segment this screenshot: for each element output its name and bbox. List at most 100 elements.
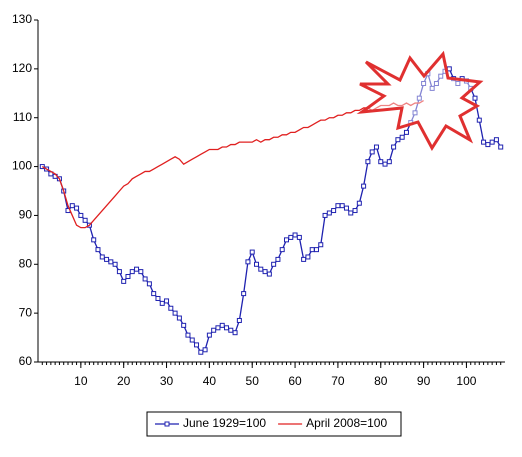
marker	[194, 342, 200, 348]
marker	[271, 261, 277, 267]
marker	[283, 237, 289, 243]
marker	[129, 269, 135, 275]
marker	[155, 295, 161, 301]
marker	[159, 300, 165, 306]
y-tick-label: 130	[12, 12, 32, 26]
marker	[378, 159, 384, 165]
marker	[421, 81, 427, 87]
marker	[189, 337, 195, 343]
x-tick-label: 20	[117, 374, 131, 388]
y-tick-label: 70	[19, 305, 33, 319]
marker	[369, 149, 375, 155]
marker	[202, 347, 208, 353]
x-tick-label: 30	[160, 374, 174, 388]
marker	[134, 266, 140, 272]
x-tick-label: 80	[374, 374, 388, 388]
marker	[116, 269, 122, 275]
marker	[181, 322, 187, 328]
marker	[288, 234, 294, 240]
marker	[241, 291, 247, 297]
y-tick-label: 110	[13, 110, 32, 124]
marker	[331, 208, 337, 214]
marker	[104, 256, 110, 262]
marker	[232, 330, 238, 336]
marker	[365, 159, 371, 165]
marker	[339, 203, 345, 209]
marker	[403, 129, 409, 135]
marker	[309, 247, 315, 253]
marker	[433, 81, 439, 87]
marker	[249, 249, 255, 255]
marker	[121, 278, 127, 284]
marker	[382, 161, 388, 167]
marker	[391, 144, 397, 150]
marker	[343, 205, 349, 211]
marker	[386, 159, 392, 165]
marker	[151, 291, 157, 297]
marker	[91, 237, 97, 243]
marker	[416, 95, 422, 101]
legend-label: April 2008=100	[306, 416, 387, 430]
marker	[335, 203, 341, 209]
marker	[146, 281, 152, 287]
marker	[108, 259, 114, 265]
series-line	[41, 100, 424, 229]
marker	[176, 315, 182, 321]
marker	[228, 327, 234, 333]
marker	[352, 208, 358, 214]
marker	[322, 212, 328, 218]
marker	[266, 271, 272, 277]
marker	[292, 232, 298, 238]
marker	[95, 247, 101, 253]
marker	[373, 144, 379, 150]
marker	[78, 212, 84, 218]
y-tick-label: 80	[19, 256, 33, 270]
marker	[258, 266, 264, 272]
marker	[493, 137, 499, 143]
marker	[348, 210, 354, 216]
marker	[224, 325, 230, 331]
marker	[275, 256, 281, 262]
marker	[489, 139, 495, 145]
marker	[305, 254, 311, 260]
marker	[399, 134, 405, 140]
marker	[481, 139, 487, 145]
legend-box	[146, 411, 402, 437]
marker	[99, 254, 105, 260]
marker	[185, 332, 191, 338]
marker	[485, 142, 491, 148]
marker	[395, 137, 401, 143]
x-tick-label: 10	[74, 374, 88, 388]
x-tick-label: 90	[417, 374, 431, 388]
y-tick-label: 120	[12, 61, 32, 75]
marker	[254, 261, 260, 267]
marker	[125, 274, 131, 279]
marker	[198, 349, 204, 355]
marker	[361, 183, 367, 189]
marker	[236, 317, 242, 323]
marker	[206, 332, 212, 338]
marker	[74, 205, 80, 211]
starburst	[356, 50, 484, 151]
marker	[472, 95, 478, 101]
marker	[455, 81, 461, 87]
marker	[219, 322, 225, 328]
marker	[326, 210, 332, 216]
marker	[476, 117, 482, 123]
x-tick-label: 70	[331, 374, 345, 388]
marker	[142, 276, 148, 282]
x-tick-label: 60	[288, 374, 302, 388]
marker	[164, 298, 170, 304]
marker	[429, 85, 435, 91]
marker	[279, 247, 285, 253]
marker	[138, 269, 144, 275]
x-tick-label: 40	[203, 374, 217, 388]
marker	[301, 256, 307, 262]
marker	[112, 261, 118, 267]
marker	[245, 259, 251, 265]
marker	[69, 203, 75, 209]
marker	[438, 73, 444, 79]
marker	[172, 310, 178, 316]
marker	[211, 327, 217, 333]
